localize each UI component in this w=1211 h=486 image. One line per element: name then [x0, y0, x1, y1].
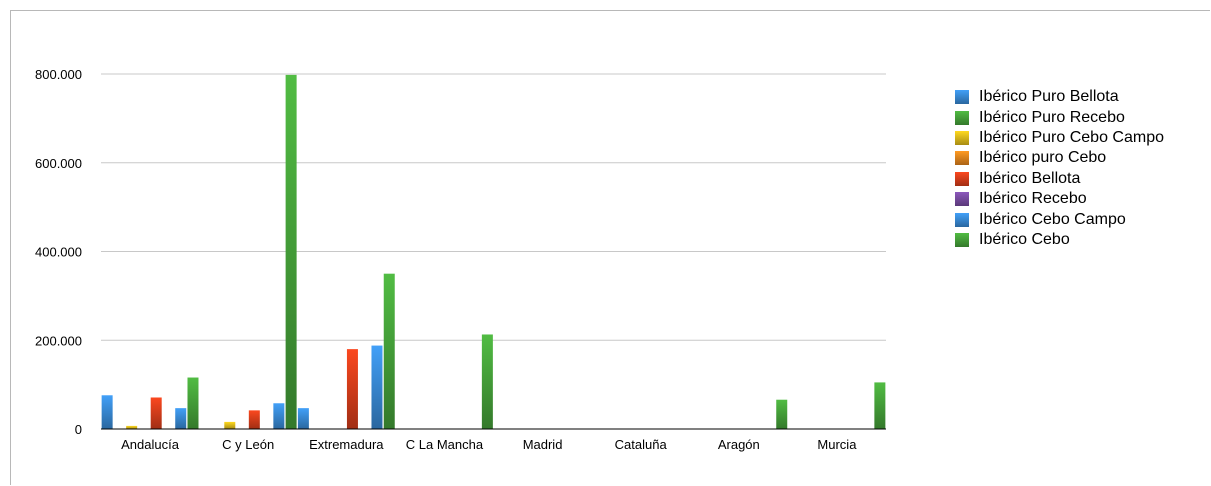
bar [371, 345, 383, 429]
bar [874, 382, 886, 429]
y-tick-label: 800.000 [35, 67, 82, 82]
bar [285, 74, 297, 429]
y-axis-ticks: 0 200.000 400.000 600.000 800.000 [35, 67, 82, 437]
legend-item: Ibérico Bellota [955, 169, 1164, 189]
legend-item: Ibérico Puro Bellota [955, 87, 1164, 107]
bar-chart: 0 200.000 400.000 600.000 800.000 Andalucía C… [35, 67, 886, 452]
x-tick-label: Murcia [817, 437, 857, 452]
bar [101, 395, 113, 429]
x-tick-label: C y León [222, 437, 274, 452]
bar [150, 397, 162, 429]
x-tick-label: C La Mancha [406, 437, 484, 452]
legend-item: Ibérico Cebo [955, 230, 1164, 250]
x-tick-label: Andalucía [121, 437, 180, 452]
bar [383, 273, 395, 429]
x-tick-label: Aragón [718, 437, 760, 452]
legend: Ibérico Puro Bellota Ibérico Puro Recebo I… [955, 87, 1164, 250]
gridlines [101, 73, 886, 341]
legend-swatch [955, 192, 969, 207]
legend-swatch [955, 171, 969, 186]
legend-label: Ibérico Bellota [979, 169, 1081, 187]
bar [481, 334, 493, 429]
bar [224, 421, 236, 429]
legend-swatch [955, 212, 969, 227]
legend-label: Ibérico Cebo Campo [979, 210, 1126, 228]
legend-swatch [955, 90, 969, 105]
legend-swatch [955, 110, 969, 125]
x-tick-label: Cataluña [615, 437, 668, 452]
legend-label: Ibérico Cebo [979, 230, 1070, 248]
bar [273, 403, 285, 429]
bar [248, 410, 260, 429]
legend-item: Ibérico Recebo [955, 189, 1164, 209]
x-tick-label: Extremadura [309, 437, 384, 452]
legend-item: Ibérico Puro Cebo Campo [955, 128, 1164, 148]
y-tick-label: 600.000 [35, 156, 82, 171]
bars [101, 74, 886, 429]
y-tick-label: 200.000 [35, 333, 82, 348]
bar [297, 408, 309, 429]
y-tick-label: 400.000 [35, 245, 82, 260]
legend-label: Ibérico Puro Bellota [979, 88, 1119, 106]
legend-label: Ibérico Puro Recebo [979, 108, 1125, 126]
x-axis-ticks: Andalucía C y León Extremadura C La Mancha M… [121, 437, 857, 452]
chart-frame: 0 200.000 400.000 600.000 800.000 Andalucía C… [10, 10, 1210, 485]
legend-item: Ibérico Puro Recebo [955, 107, 1164, 127]
bar [126, 425, 138, 429]
y-tick-label: 0 [75, 422, 82, 437]
legend-item: Ibérico Cebo Campo [955, 209, 1164, 229]
legend-label: Ibérico Recebo [979, 190, 1087, 208]
bar [175, 408, 187, 429]
legend-label: Ibérico puro Cebo [979, 149, 1107, 167]
legend-label: Ibérico Puro Cebo Campo [979, 128, 1164, 146]
legend-swatch [955, 151, 969, 166]
bar [187, 377, 199, 429]
bar [346, 349, 358, 429]
x-tick-label: Madrid [523, 437, 563, 452]
legend-swatch [955, 130, 969, 145]
bar [776, 399, 788, 429]
legend-item: Ibérico puro Cebo [955, 148, 1164, 168]
legend-swatch [955, 232, 969, 247]
